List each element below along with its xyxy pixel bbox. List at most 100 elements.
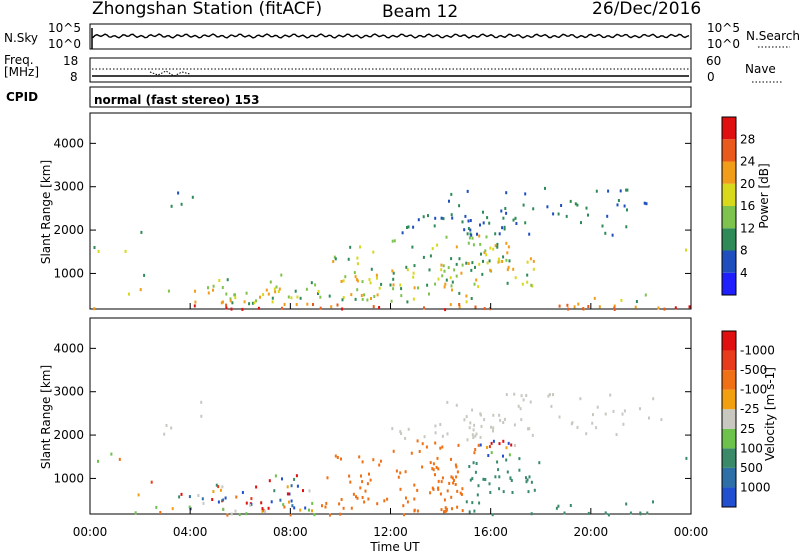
data-cell	[372, 305, 375, 309]
data-cell	[479, 412, 482, 416]
data-cell	[391, 269, 394, 273]
data-cell	[507, 441, 510, 445]
data-cell	[601, 224, 604, 228]
data-cell	[527, 427, 529, 431]
data-cell	[595, 426, 598, 430]
data-cell	[626, 188, 629, 192]
y-tick-label: 2000	[53, 223, 84, 237]
data-cell	[463, 228, 466, 232]
data-cell	[476, 232, 478, 236]
data-cell	[312, 303, 314, 306]
data-cell	[626, 208, 628, 212]
data-cell	[685, 248, 687, 252]
data-cell	[450, 457, 452, 461]
data-cell	[391, 239, 394, 243]
data-cell	[442, 217, 445, 221]
data-cell	[466, 189, 469, 193]
data-cell	[355, 495, 357, 499]
data-cell	[474, 434, 477, 438]
data-cell	[508, 259, 511, 263]
data-cell	[550, 404, 553, 408]
data-cell	[226, 278, 229, 282]
data-cell	[483, 418, 486, 422]
data-cell	[450, 192, 453, 196]
x-tick-label: 12:00	[373, 525, 408, 539]
data-cell	[625, 188, 628, 192]
data-cell	[369, 281, 372, 285]
data-cell	[468, 465, 471, 468]
data-cell	[278, 287, 281, 291]
data-cell	[520, 418, 523, 422]
data-cell	[399, 283, 402, 287]
data-cell	[378, 463, 381, 467]
sky-panel: N.Sky 10^5 10^0 10^5 10^0 N.Search	[4, 21, 800, 51]
data-cell	[456, 470, 459, 474]
data-cell	[518, 468, 521, 472]
data-cell	[587, 511, 590, 515]
data-cell	[623, 409, 626, 413]
data-cell	[440, 268, 443, 272]
data-cell	[531, 433, 534, 437]
data-cell	[437, 486, 440, 490]
data-cell	[443, 498, 446, 502]
data-cell	[643, 201, 646, 205]
data-cell	[219, 488, 222, 492]
data-cell	[468, 236, 471, 240]
data-cell	[455, 274, 458, 278]
data-cell	[429, 461, 432, 465]
data-cell	[567, 307, 570, 311]
data-cell	[251, 301, 254, 305]
data-cell	[356, 496, 359, 500]
data-cell	[134, 511, 137, 515]
data-cell	[465, 500, 468, 504]
data-cell	[609, 393, 612, 397]
data-cell	[359, 486, 362, 490]
data-cell	[440, 508, 443, 512]
data-cell	[461, 220, 464, 224]
data-cell	[478, 234, 481, 238]
data-cell	[526, 478, 529, 482]
data-cell	[422, 215, 425, 219]
data-cell	[334, 257, 337, 261]
data-cell	[290, 484, 293, 488]
data-cell	[401, 231, 404, 235]
data-cell	[570, 422, 573, 426]
data-cell	[513, 423, 516, 427]
data-cell	[361, 480, 364, 484]
data-cell	[639, 512, 642, 516]
nsky-tick-top: 10^5	[48, 21, 81, 35]
data-cell	[140, 230, 143, 234]
colorbar-swatch	[722, 228, 736, 251]
data-cell	[463, 418, 466, 422]
data-cell	[620, 298, 623, 302]
data-cell	[356, 256, 359, 260]
data-cell	[267, 292, 270, 296]
data-cell	[378, 286, 381, 290]
data-cell	[358, 455, 361, 459]
data-cell	[563, 511, 566, 515]
data-cell	[538, 461, 541, 465]
colorbar-tick: 20	[740, 177, 755, 191]
data-cell	[342, 296, 345, 299]
data-cell	[329, 513, 331, 517]
colorbar-tick: -500	[740, 363, 767, 377]
data-cell	[474, 305, 477, 309]
nave-tick-top: 60	[706, 54, 721, 68]
data-cell	[518, 457, 521, 461]
data-cell	[313, 513, 316, 517]
data-cell	[421, 442, 424, 446]
data-cell	[440, 263, 443, 267]
data-cell	[330, 305, 333, 309]
data-cell	[413, 483, 416, 487]
data-cell	[471, 433, 474, 437]
data-cell	[513, 444, 516, 447]
data-cell	[255, 299, 257, 303]
data-cell	[446, 432, 449, 436]
data-cell	[441, 445, 444, 449]
data-cell	[528, 232, 531, 236]
data-cell	[449, 303, 452, 307]
colorbar-frame	[721, 116, 737, 296]
data-cell	[547, 394, 550, 398]
data-cell	[150, 480, 153, 484]
data-cell	[472, 243, 475, 247]
